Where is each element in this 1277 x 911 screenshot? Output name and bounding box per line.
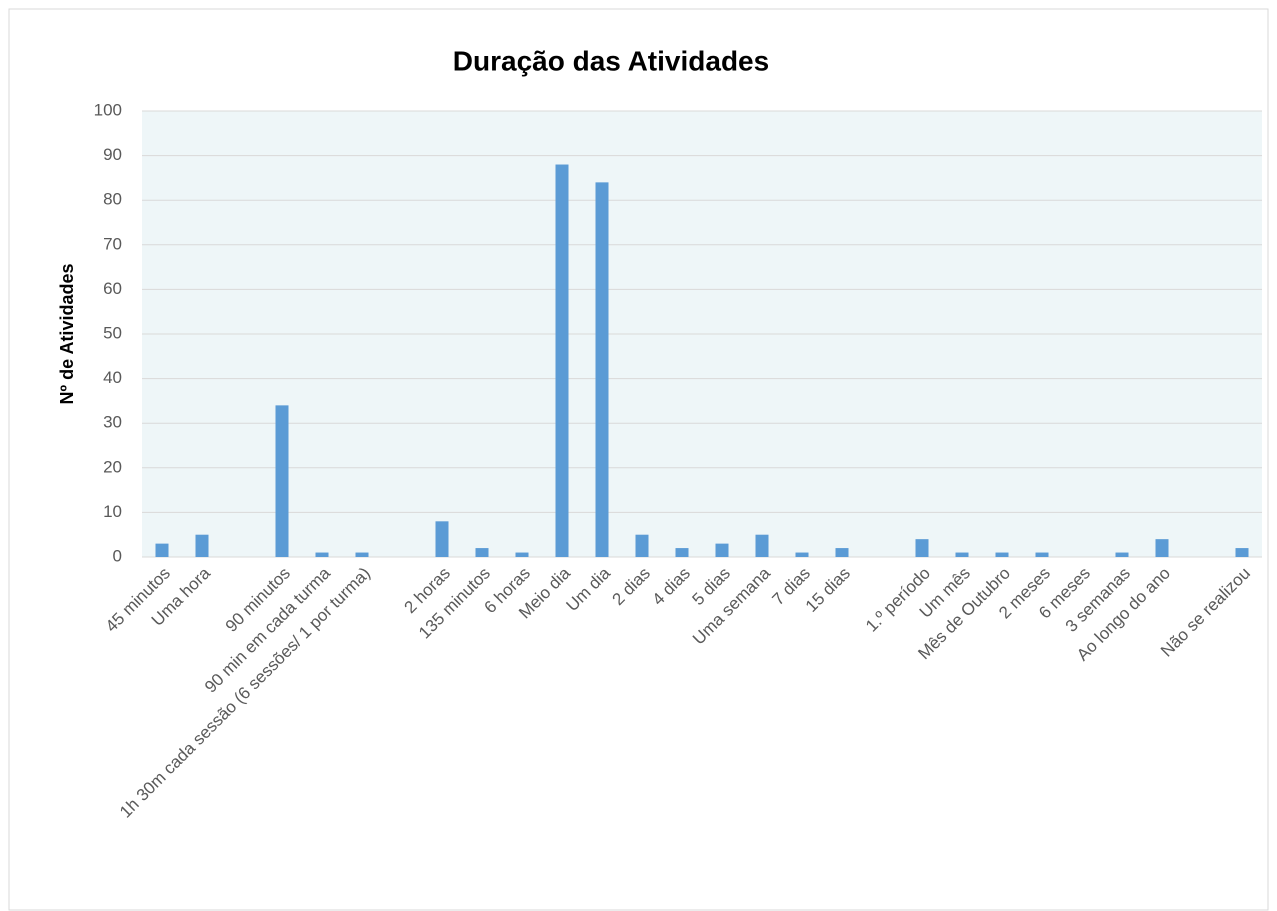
y-tick-label: 20	[103, 457, 122, 476]
bar	[915, 539, 929, 557]
y-tick-label: 70	[103, 234, 122, 253]
bar	[835, 548, 849, 557]
y-tick-label: 90	[103, 145, 122, 164]
y-tick-label: 60	[103, 279, 122, 298]
bar	[995, 552, 1009, 557]
y-axis-label: Nº de Atividades	[57, 264, 77, 405]
bar	[355, 552, 369, 557]
bar	[515, 552, 529, 557]
bar	[315, 552, 329, 557]
y-tick-label: 30	[103, 413, 122, 432]
chart-title: Duração das Atividades	[453, 45, 769, 76]
bar	[555, 164, 569, 557]
bar	[1035, 552, 1049, 557]
y-tick-label: 40	[103, 368, 122, 387]
bar	[1115, 552, 1129, 557]
bar	[755, 534, 769, 557]
y-tick-label: 100	[94, 100, 122, 119]
y-tick-label: 0	[113, 546, 122, 565]
bar	[715, 543, 729, 557]
bar	[595, 182, 609, 558]
bar	[435, 521, 449, 557]
bar	[795, 552, 809, 557]
bar	[955, 552, 969, 557]
y-tick-label: 50	[103, 323, 122, 342]
y-tick-label: 10	[103, 502, 122, 521]
bar	[195, 534, 209, 557]
bar	[1155, 539, 1169, 557]
bar	[475, 548, 489, 557]
bar	[155, 543, 169, 557]
y-tick-label: 80	[103, 190, 122, 209]
bar	[635, 534, 649, 557]
bar	[675, 548, 689, 557]
bar	[1235, 548, 1249, 557]
bar	[275, 405, 289, 557]
